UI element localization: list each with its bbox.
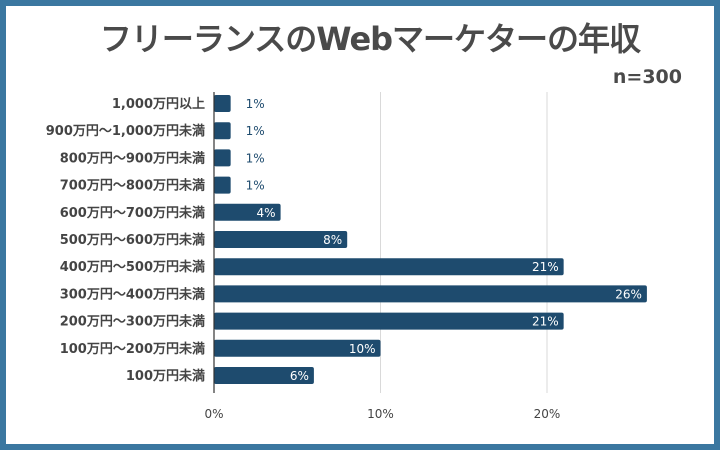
category-label: 600万円〜700万円未満: [60, 205, 205, 221]
value-label: 1%: [246, 97, 265, 111]
bar: [214, 176, 231, 194]
category-labels: 1,000万円以上 900万円〜1,000万円未満 800万円〜900万円未満 700…: [46, 97, 205, 384]
chart-title: フリーランスのWebマーケターの年収: [99, 20, 641, 58]
value-label: 8%: [323, 233, 342, 247]
value-labels: 1% 1% 1% 1% 4% 8% 21% 26% 21% 10% 6%: [246, 97, 642, 383]
category-label: 1,000万円以上: [112, 97, 205, 112]
value-label: 21%: [532, 315, 559, 329]
category-label: 100万円〜200万円未満: [60, 341, 205, 357]
bar: [214, 231, 348, 248]
x-tick-label: 0%: [204, 407, 223, 421]
x-tick-label: 10%: [367, 407, 394, 421]
category-label: 100万円未満: [126, 368, 205, 384]
bar: [214, 149, 231, 167]
value-label: 21%: [532, 260, 559, 274]
bar: [214, 285, 647, 303]
chart-subtitle: n=300: [612, 66, 682, 88]
bar: [214, 203, 281, 221]
category-label: 700万円〜800万円未満: [60, 178, 205, 194]
x-tick-labels: 0% 10% 20%: [204, 407, 560, 421]
bar: [214, 95, 231, 112]
category-label: 200万円〜300万円未満: [60, 314, 205, 330]
gridlines: [380, 92, 548, 393]
chart-frame: [6, 6, 714, 444]
value-label: 6%: [290, 369, 309, 383]
value-label: 10%: [349, 342, 376, 356]
category-label: 500万円〜600万円未満: [60, 232, 205, 248]
bar: [214, 312, 564, 330]
value-label: 1%: [246, 151, 265, 165]
bar: [214, 258, 564, 276]
value-label: 1%: [246, 179, 265, 193]
category-label: 800万円〜900万円未満: [60, 150, 205, 166]
bar: [214, 339, 381, 357]
category-label: 300万円〜400万円未満: [60, 286, 205, 302]
bar: [214, 122, 231, 140]
category-label: 900万円〜1,000万円未満: [46, 123, 205, 139]
category-label: 400万円〜500万円未満: [60, 259, 205, 275]
value-label: 26%: [615, 287, 642, 301]
value-label: 1%: [246, 124, 265, 138]
value-label: 4%: [257, 206, 276, 220]
x-tick-label: 20%: [534, 407, 561, 421]
bars: [214, 95, 647, 384]
bar: [214, 367, 314, 384]
